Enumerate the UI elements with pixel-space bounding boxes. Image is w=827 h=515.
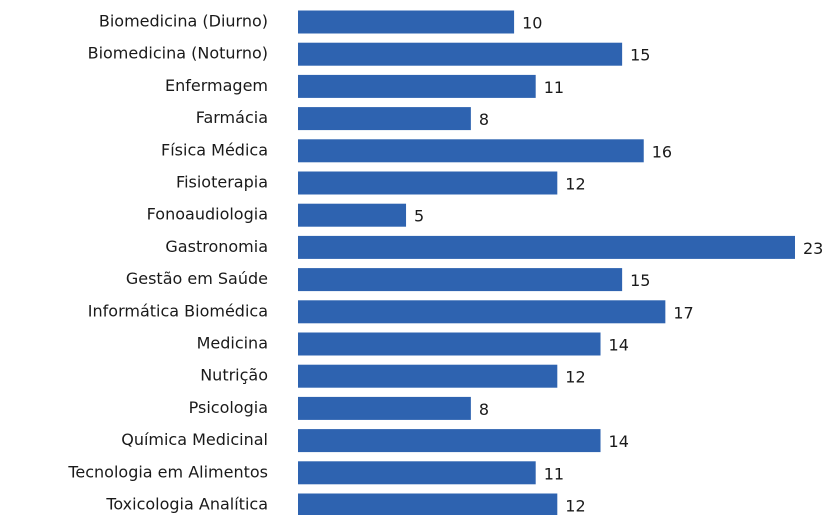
value-label: 5 <box>414 207 424 226</box>
value-label: 12 <box>565 175 585 194</box>
bar <box>298 203 407 227</box>
category-label: Informática Biomédica <box>88 301 268 320</box>
category-label: Fisioterapia <box>176 173 268 192</box>
value-label: 12 <box>565 368 585 387</box>
value-label: 12 <box>565 497 585 515</box>
value-label: 14 <box>609 432 629 451</box>
value-label: 23 <box>803 239 823 258</box>
value-label: 16 <box>652 142 672 161</box>
category-label: Medicina <box>197 334 268 353</box>
bar <box>298 171 558 195</box>
value-label: 8 <box>479 110 489 129</box>
bar <box>298 42 623 66</box>
category-label: Gastronomia <box>165 237 268 256</box>
category-label: Biomedicina (Noturno) <box>88 44 268 63</box>
value-label: 8 <box>479 400 489 419</box>
category-label: Gestão em Saúde <box>126 269 268 288</box>
value-label: 11 <box>544 464 564 483</box>
category-label: Toxicologia Analítica <box>105 495 268 514</box>
category-label: Nutrição <box>200 366 268 385</box>
bar <box>298 461 536 485</box>
bar <box>298 396 471 420</box>
category-label: Química Medicinal <box>121 430 268 449</box>
value-label: 17 <box>673 303 693 322</box>
value-label: 15 <box>630 46 650 65</box>
value-label: 14 <box>609 336 629 355</box>
category-label: Psicologia <box>189 398 268 417</box>
category-label: Fonoaudiologia <box>147 205 268 224</box>
category-label: Física Médica <box>161 140 268 159</box>
bar <box>298 139 644 163</box>
bar <box>298 332 601 356</box>
category-label: Tecnologia em Alimentos <box>67 462 268 481</box>
bar <box>298 300 666 324</box>
bar <box>298 429 601 453</box>
bar <box>298 107 471 131</box>
category-label: Farmácia <box>196 108 268 127</box>
value-label: 10 <box>522 14 542 33</box>
category-label: Enfermagem <box>165 76 268 95</box>
category-label: Biomedicina (Diurno) <box>99 12 268 31</box>
value-label: 11 <box>544 78 564 97</box>
bar <box>298 235 795 259</box>
bar <box>298 10 515 34</box>
value-label: 15 <box>630 271 650 290</box>
bar <box>298 364 558 388</box>
bar <box>298 74 536 98</box>
bar <box>298 268 623 292</box>
bar <box>298 493 558 515</box>
